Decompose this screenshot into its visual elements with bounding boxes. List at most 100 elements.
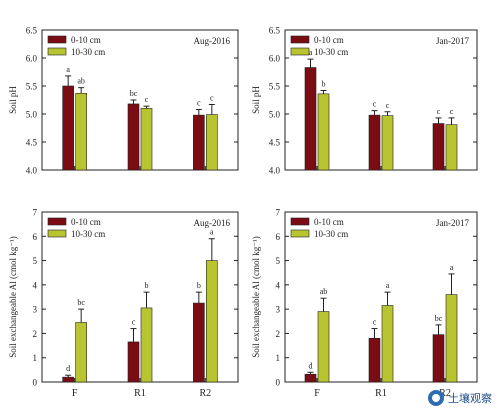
legend-swatch [47,217,67,226]
y-axis-label: Soil exchangeable Al (cmol kg⁻¹) [251,236,261,357]
bar [368,337,381,383]
y-tick-label: 0 [33,378,38,388]
x-tick-label: R1 [134,388,146,399]
significance-letter: c [132,318,136,327]
bar [62,376,74,383]
watermark: 土壤观察 [428,390,492,406]
bar [304,373,317,383]
y-tick-label: 4.0 [26,166,38,176]
panel-label: Jan-2017 [436,36,469,46]
significance-letter: b [322,79,326,88]
y-tick-label: 6.0 [26,54,38,64]
y-tick-label: 5.0 [26,110,38,120]
y-tick-label: 6.0 [269,54,281,64]
bar [193,302,205,383]
bar [75,322,87,383]
y-tick-label: 3 [33,305,38,315]
significance-letter: a [386,281,390,290]
bar [304,67,317,171]
significance-letter: b [145,281,149,290]
legend-label: 10-30 cm [71,47,105,57]
y-tick-label: 6 [276,232,281,242]
bar [445,124,458,171]
chart-panel-top-left: 4.0 4.5 5.0 5.5 6.0 6.5 Soil pH Aug-2016 0-10 cm… [8,26,239,176]
significance-letter: a [309,48,313,57]
y-axis-label: Soil pH [251,86,261,114]
significance-letter: a [66,65,70,74]
legend-swatch [290,35,310,44]
legend-label: 10-30 cm [71,229,105,239]
bar [75,92,87,171]
y-tick-label: 5.0 [269,110,281,120]
watermark-logo-icon [428,390,444,406]
panel-label: Aug-2016 [194,218,231,228]
significance-letter: c [145,95,149,104]
x-tick-label: R1 [375,388,387,399]
legend-label: 0-10 cm [314,217,344,227]
significance-letter: d [309,361,313,370]
significance-letter: c [197,99,201,108]
y-tick-label: 6.5 [269,26,281,36]
significance-letter: ab [77,77,85,86]
bar [140,307,153,383]
bar [445,294,458,383]
watermark-text: 土壤观察 [448,392,492,405]
bar [432,334,445,383]
y-tick-label: 6 [33,232,38,242]
legend-swatch [47,229,67,238]
y-tick-label: 7 [276,208,281,218]
x-tick-label: F [72,388,78,399]
significance-letter: ab [320,287,328,296]
significance-letter: c [210,93,214,102]
y-tick-label: 2 [33,329,38,339]
significance-letter: d [66,364,70,373]
legend-label: 0-10 cm [314,35,344,45]
significance-letter: c [386,101,390,110]
y-tick-label: 2 [276,329,281,339]
y-tick-label: 5.5 [26,82,38,92]
significance-letter: c [373,318,377,327]
legend-swatch [47,35,67,44]
bar [368,114,381,171]
legend-label: 10-30 cm [314,47,348,57]
legend-label: 0-10 cm [71,217,101,227]
y-tick-label: 4.5 [26,138,38,148]
significance-letter: c [437,107,441,116]
y-tick-label: 5 [33,256,38,266]
bar [206,260,218,383]
significance-letter: c [450,107,454,116]
significance-letter: bc [77,298,85,307]
bar [432,123,445,171]
y-tick-label: 5 [276,256,281,266]
significance-letter: c [373,100,377,109]
panel-label: Aug-2016 [194,36,231,46]
legend-label: 0-10 cm [71,35,101,45]
panel-label: Jan-2017 [436,218,469,228]
y-tick-label: 6.5 [26,26,38,36]
chart-panel-bottom-left: 0 1 2 3 4 5 6 7 Soil exchangeable Al (cmol kg⁻¹)… [8,208,239,399]
y-axis-label: Soil exchangeable Al (cmol kg⁻¹) [8,236,18,357]
significance-letter: a [450,263,454,272]
y-tick-label: 7 [33,208,38,218]
y-tick-label: 4 [276,280,281,290]
x-tick-label: F [314,388,320,399]
y-tick-label: 0 [276,378,281,388]
legend-swatch [290,217,310,226]
significance-letter: bc [435,314,443,323]
legend-label: 10-30 cm [314,229,348,239]
bar [127,103,140,171]
bar [206,114,218,171]
y-tick-label: 5.5 [269,82,281,92]
y-axis-label: Soil pH [8,86,18,114]
x-tick-label: R2 [439,388,451,399]
x-tick-label: R2 [199,388,211,399]
legend-swatch [290,229,310,238]
bar [62,85,74,171]
significance-letter: b [197,281,201,290]
y-tick-label: 1 [33,353,38,363]
chart-panel-bottom-right: 0 1 2 3 4 5 6 7 Soil exchangeable Al (cmol kg⁻¹)… [251,208,478,399]
chart-panel-top-right: 4.0 4.5 5.0 5.5 6.0 6.5 Soil pH Jan-2017 0-10 cm… [251,26,478,176]
bar [381,305,394,383]
y-tick-label: 4.0 [269,166,281,176]
